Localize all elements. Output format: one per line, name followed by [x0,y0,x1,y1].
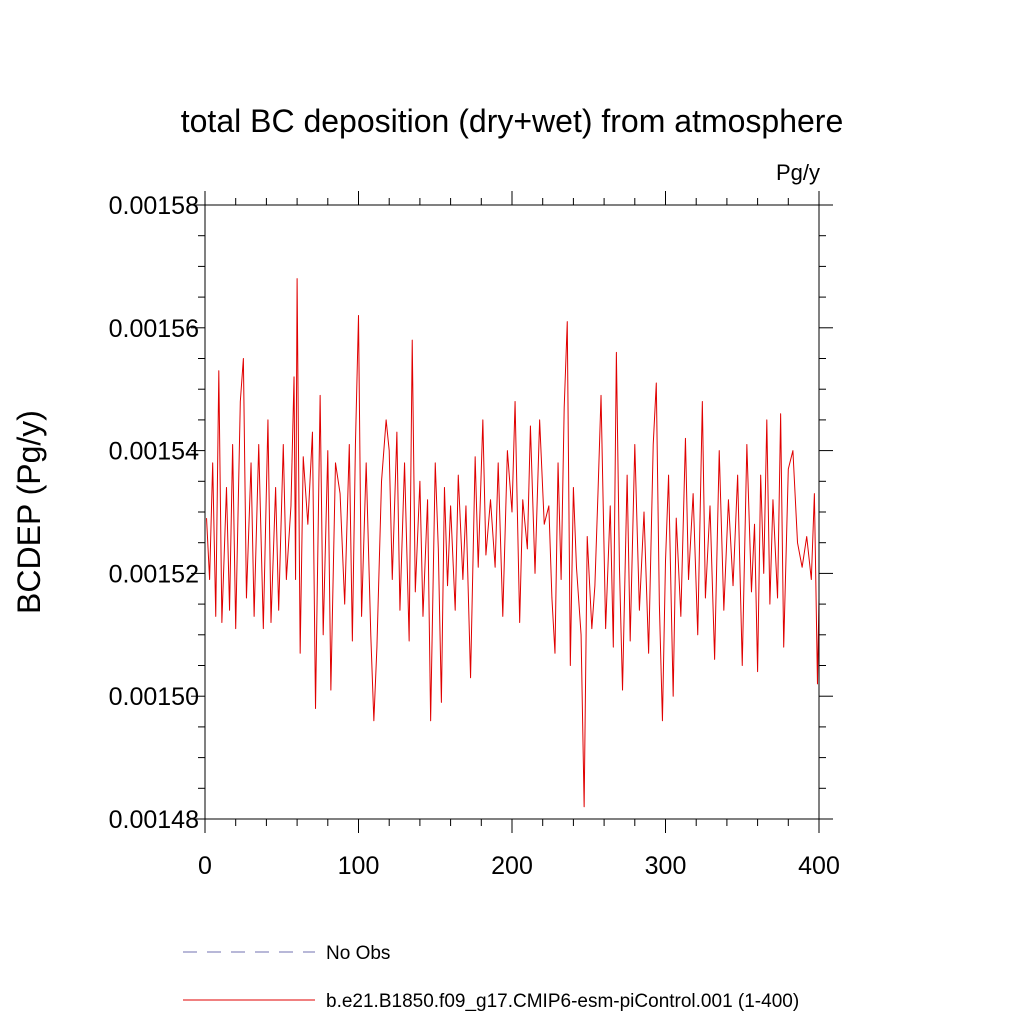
y-tick-label: 0.00154 [109,438,199,466]
legend-label-no-obs: No Obs [326,943,390,964]
x-tick-label: 0 [198,852,212,880]
legend-label-model: b.e21.B1850.f09_g17.CMIP6-esm-piControl.… [326,991,799,1012]
x-tick-label: 100 [338,852,380,880]
chart-title: total BC deposition (dry+wet) from atmos… [181,103,844,139]
x-tick-labels: 0 100 200 300 400 [198,852,840,880]
plot-area [206,278,820,808]
y-tick-labels: 0.00148 0.00150 0.00152 0.00154 0.00156 0.001… [109,192,199,834]
y-tick-label: 0.00152 [109,560,199,588]
y-tick-label: 0.00158 [109,192,199,220]
y-tick-label: 0.00156 [109,315,199,343]
y-axis-label: BCDEP (Pg/y) [11,410,47,614]
y-tick-label: 0.00150 [109,683,199,711]
series-line [206,278,820,808]
x-tick-label: 300 [645,852,687,880]
legend: No Obs b.e21.B1850.f09_g17.CMIP6-esm-piC… [183,943,799,1012]
axis-ticks [191,191,833,833]
units-label: Pg/y [776,160,820,185]
x-tick-label: 400 [798,852,840,880]
x-tick-label: 200 [491,852,533,880]
y-tick-label: 0.00148 [109,806,199,834]
plot-frame [204,204,820,820]
